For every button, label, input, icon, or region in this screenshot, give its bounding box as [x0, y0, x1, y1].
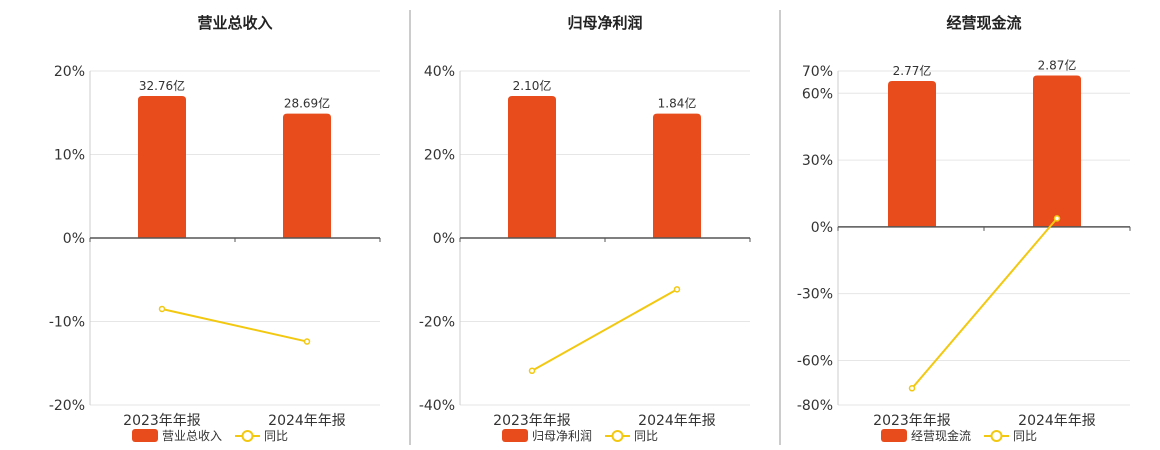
y-tick-label: 0%	[433, 231, 455, 247]
y-tick-label: -60%	[797, 353, 833, 369]
chart-panel-2: 归母净利润 40% 20% 0% -20% -40% 2.10亿 1.84亿 2023年年报 20…	[419, 14, 751, 443]
y-tick-label: 10%	[54, 148, 85, 164]
chart-title: 经营现金流	[946, 14, 1021, 32]
y-tick-label: -80%	[797, 398, 833, 414]
legend-line-marker	[241, 430, 254, 442]
yoy-line	[911, 217, 1058, 389]
x-category-label: 2023年年报	[493, 413, 571, 429]
legend-line-label: 同比	[1013, 429, 1037, 443]
x-category-label: 2023年年报	[123, 413, 201, 429]
legend-line-label: 同比	[634, 429, 658, 443]
yoy-point	[673, 286, 681, 293]
chart-title: 营业总收入	[197, 14, 272, 32]
y-tick-label: 0%	[811, 220, 833, 236]
y-tick-label: 0%	[63, 231, 85, 247]
y-tick-label: 40%	[424, 64, 455, 80]
yoy-point	[908, 385, 916, 392]
bar	[138, 96, 186, 238]
y-tick-label: 30%	[802, 153, 833, 169]
legend-line-marker	[611, 430, 624, 442]
y-tick-label: 20%	[54, 64, 85, 80]
legend: 归母净利润 同比	[502, 429, 658, 443]
y-tick-label: 20%	[424, 148, 455, 164]
legend-bar-swatch	[132, 429, 158, 442]
bar-data-label: 2.10亿	[513, 78, 552, 93]
chart-title: 归母净利润	[567, 14, 642, 32]
bar-data-label: 2.87亿	[1038, 57, 1077, 72]
y-tick-label: -10%	[49, 315, 85, 331]
bar-data-label: 2.77亿	[893, 63, 932, 78]
chart-panel-3: 经营现金流 70% 60% 30% 0% -30% -60% -80% 2.77亿 2.87亿 20…	[797, 14, 1131, 443]
yoy-point	[303, 338, 311, 345]
bar	[283, 113, 331, 238]
yoy-point	[1053, 215, 1061, 222]
legend: 营业总收入 同比	[132, 429, 288, 443]
bar	[653, 113, 701, 238]
legend-bar-swatch	[502, 429, 528, 442]
legend-bar-label: 经营现金流	[911, 428, 971, 443]
legend-bar-label: 归母净利润	[532, 429, 592, 443]
y-tick-label: -20%	[419, 315, 455, 331]
bar	[508, 96, 556, 238]
bar	[1033, 75, 1081, 227]
x-category-label: 2024年年报	[1018, 413, 1096, 429]
legend: 经营现金流 同比	[881, 428, 1037, 443]
y-tick-label: -20%	[49, 398, 85, 414]
legend-bar-label: 营业总收入	[162, 429, 222, 443]
legend-line-marker	[990, 430, 1003, 442]
yoy-line	[531, 288, 678, 372]
bar-data-label: 32.76亿	[139, 78, 185, 93]
y-tick-label: -40%	[419, 398, 455, 414]
x-category-label: 2024年年报	[268, 413, 346, 429]
yoy-point	[158, 305, 166, 313]
chart-panel-1: 营业总收入 20% 10% 0% -10% -20% 32.76亿 28.69亿 2023年年报…	[49, 14, 381, 443]
yoy-line	[161, 307, 308, 343]
y-tick-label: -30%	[797, 287, 833, 303]
yoy-point	[528, 367, 536, 375]
legend-bar-swatch	[881, 429, 907, 442]
bar	[888, 81, 936, 227]
x-category-label: 2024年年报	[638, 413, 716, 429]
y-tick-label: 60%	[802, 86, 833, 102]
y-tick-label: 70%	[802, 64, 833, 80]
x-category-label: 2023年年报	[873, 413, 951, 429]
legend-line-label: 同比	[264, 429, 288, 443]
bar-data-label: 1.84亿	[658, 96, 697, 111]
bar-data-label: 28.69亿	[284, 96, 330, 111]
